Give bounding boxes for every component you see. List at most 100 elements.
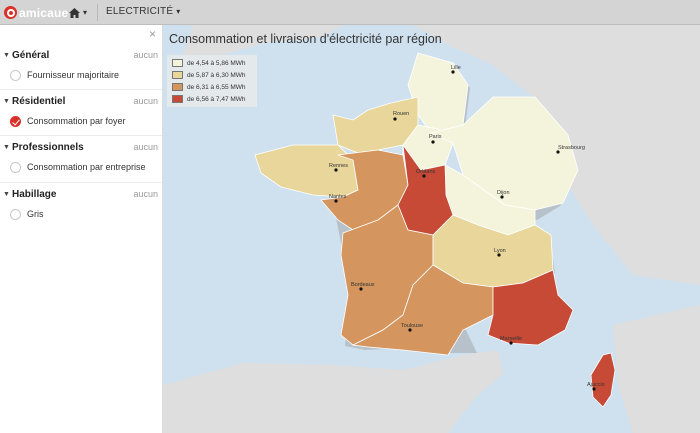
section-residentiel: ▼ Résidentiel aucun Consommation par foy…: [0, 91, 162, 131]
map-legend: de 4,54 à 5,86 MWh de 5,87 à 6,30 MWh de…: [167, 55, 257, 107]
radio-button[interactable]: [10, 69, 21, 81]
chevron-down-icon: ▾: [176, 7, 181, 16]
city-marker-rennes: [334, 168, 338, 172]
city-label-strasbourg: Strasbourg: [558, 145, 585, 151]
radio-button-checked[interactable]: [10, 115, 21, 127]
option-fournisseur-majoritaire[interactable]: Fournisseur majoritaire: [0, 65, 162, 85]
option-label: Consommation par foyer: [27, 116, 126, 126]
city-marker-lille: [451, 70, 455, 74]
region-bretagne[interactable]: [254, 144, 359, 198]
city-label-ajaccio: Ajaccio: [587, 382, 605, 388]
electricite-menu[interactable]: ELECTRICITÉ ▾: [106, 6, 180, 17]
radio-button[interactable]: [10, 161, 21, 173]
home-icon: [69, 7, 80, 18]
city-marker-nantes: [334, 199, 338, 203]
option-label: Consommation par entreprise: [27, 162, 146, 172]
app-logo[interactable]: amicaue: [4, 5, 68, 20]
triangle-down-icon: ▼: [3, 143, 10, 151]
triangle-down-icon: ▼: [3, 51, 10, 59]
option-consommation-par-foyer[interactable]: Consommation par foyer: [0, 111, 162, 131]
clear-selection-link[interactable]: aucun: [133, 96, 158, 106]
city-label-lille: Lille: [451, 65, 461, 71]
section-header[interactable]: ▼ Général aucun: [0, 45, 162, 65]
legend-label: de 6,31 à 6,55 MWh: [187, 83, 246, 91]
option-consommation-par-entreprise[interactable]: Consommation par entreprise: [0, 157, 162, 177]
city-label-bordeaux: Bordeaux: [351, 282, 375, 288]
city-label-rennes: Rennes: [329, 163, 348, 169]
city-marker-bordeaux: [359, 287, 363, 291]
city-label-marseille: Marseille: [500, 336, 522, 342]
legend-item: de 6,31 à 6,55 MWh: [172, 82, 246, 92]
legend-swatch: [172, 59, 183, 67]
clear-selection-link[interactable]: aucun: [133, 50, 158, 60]
chevron-down-icon: ▾: [83, 8, 88, 17]
city-marker-rouen: [393, 117, 397, 121]
legend-item: de 5,87 à 6,30 MWh: [172, 70, 246, 80]
divider: [0, 135, 162, 136]
legend-swatch: [172, 95, 183, 103]
option-label: Fournisseur majoritaire: [27, 70, 120, 80]
legend-label: de 6,56 à 7,47 MWh: [187, 95, 246, 103]
radio-button[interactable]: [10, 208, 21, 220]
logo-text: amicaue: [19, 5, 69, 20]
city-marker-lyon: [497, 253, 501, 257]
top-bar: amicaue ▾ ELECTRICITÉ ▾: [0, 0, 700, 25]
land-spain: [163, 350, 503, 433]
map-title: Consommation et livraison d'électricité …: [169, 32, 442, 46]
section-header[interactable]: ▼ Professionnels aucun: [0, 137, 162, 157]
city-label-toulouse: Toulouse: [401, 323, 423, 329]
city-label-paris: Paris: [429, 134, 442, 140]
city-marker-dijon: [500, 195, 504, 199]
option-label: Gris: [27, 209, 44, 219]
legend-item: de 4,54 à 5,86 MWh: [172, 58, 246, 68]
legend-item: de 6,56 à 7,47 MWh: [172, 94, 246, 104]
clear-selection-link[interactable]: aucun: [133, 189, 158, 199]
logo-icon: [4, 6, 17, 19]
region-occitanie[interactable]: [351, 264, 494, 356]
option-gris[interactable]: Gris: [0, 204, 162, 224]
filter-panel: × ▼ Général aucun Fournisseur majoritair…: [0, 25, 163, 433]
divider: [0, 89, 162, 90]
triangle-down-icon: ▼: [3, 97, 10, 105]
region-paca[interactable]: [487, 269, 574, 346]
choropleth-map[interactable]: Lille Rouen Paris Strasbourg Rennes Orlé…: [163, 25, 700, 433]
section-title: Résidentiel: [12, 95, 66, 107]
section-general: ▼ Général aucun Fournisseur majoritaire: [0, 45, 162, 85]
city-label-lyon: Lyon: [494, 248, 506, 254]
toolbar-divider: [97, 4, 98, 21]
legend-swatch: [172, 71, 183, 79]
clear-selection-link[interactable]: aucun: [133, 142, 158, 152]
region-corse[interactable]: [590, 352, 616, 408]
region-grand-est[interactable]: [429, 96, 579, 211]
section-professionnels: ▼ Professionnels aucun Consommation par …: [0, 137, 162, 177]
legend-swatch: [172, 83, 183, 91]
section-title: Habillage: [12, 188, 57, 200]
home-menu-button[interactable]: ▾: [69, 4, 87, 21]
section-header[interactable]: ▼ Habillage aucun: [0, 184, 162, 204]
triangle-down-icon: ▼: [3, 190, 10, 198]
city-marker-toulouse: [408, 328, 412, 332]
legend-label: de 4,54 à 5,86 MWh: [187, 59, 246, 67]
divider: [0, 182, 162, 183]
close-icon[interactable]: ×: [148, 27, 156, 41]
city-marker-orleans: [422, 174, 426, 178]
city-label-orleans: Orléans: [416, 169, 436, 175]
section-title: Général: [12, 49, 50, 61]
city-marker-strasbourg: [556, 150, 560, 154]
section-header[interactable]: ▼ Résidentiel aucun: [0, 91, 162, 111]
city-marker-marseille: [509, 341, 513, 345]
city-markers: Lille Rouen Paris Strasbourg Rennes Orlé…: [329, 65, 605, 391]
section-title: Professionnels: [12, 141, 84, 153]
land-uk: [183, 25, 343, 55]
map-view[interactable]: Lille Rouen Paris Strasbourg Rennes Orlé…: [163, 25, 700, 433]
city-marker-ajaccio: [592, 387, 596, 391]
legend-label: de 5,87 à 6,30 MWh: [187, 71, 246, 79]
land-italy: [613, 305, 700, 433]
city-label-rouen: Rouen: [393, 111, 409, 117]
electricite-menu-label: ELECTRICITÉ: [106, 6, 174, 17]
city-label-dijon: Dijon: [497, 190, 510, 196]
city-label-nantes: Nantes: [329, 194, 347, 200]
land-east: [413, 25, 700, 285]
section-habillage: ▼ Habillage aucun Gris: [0, 184, 162, 224]
city-marker-paris: [431, 140, 435, 144]
